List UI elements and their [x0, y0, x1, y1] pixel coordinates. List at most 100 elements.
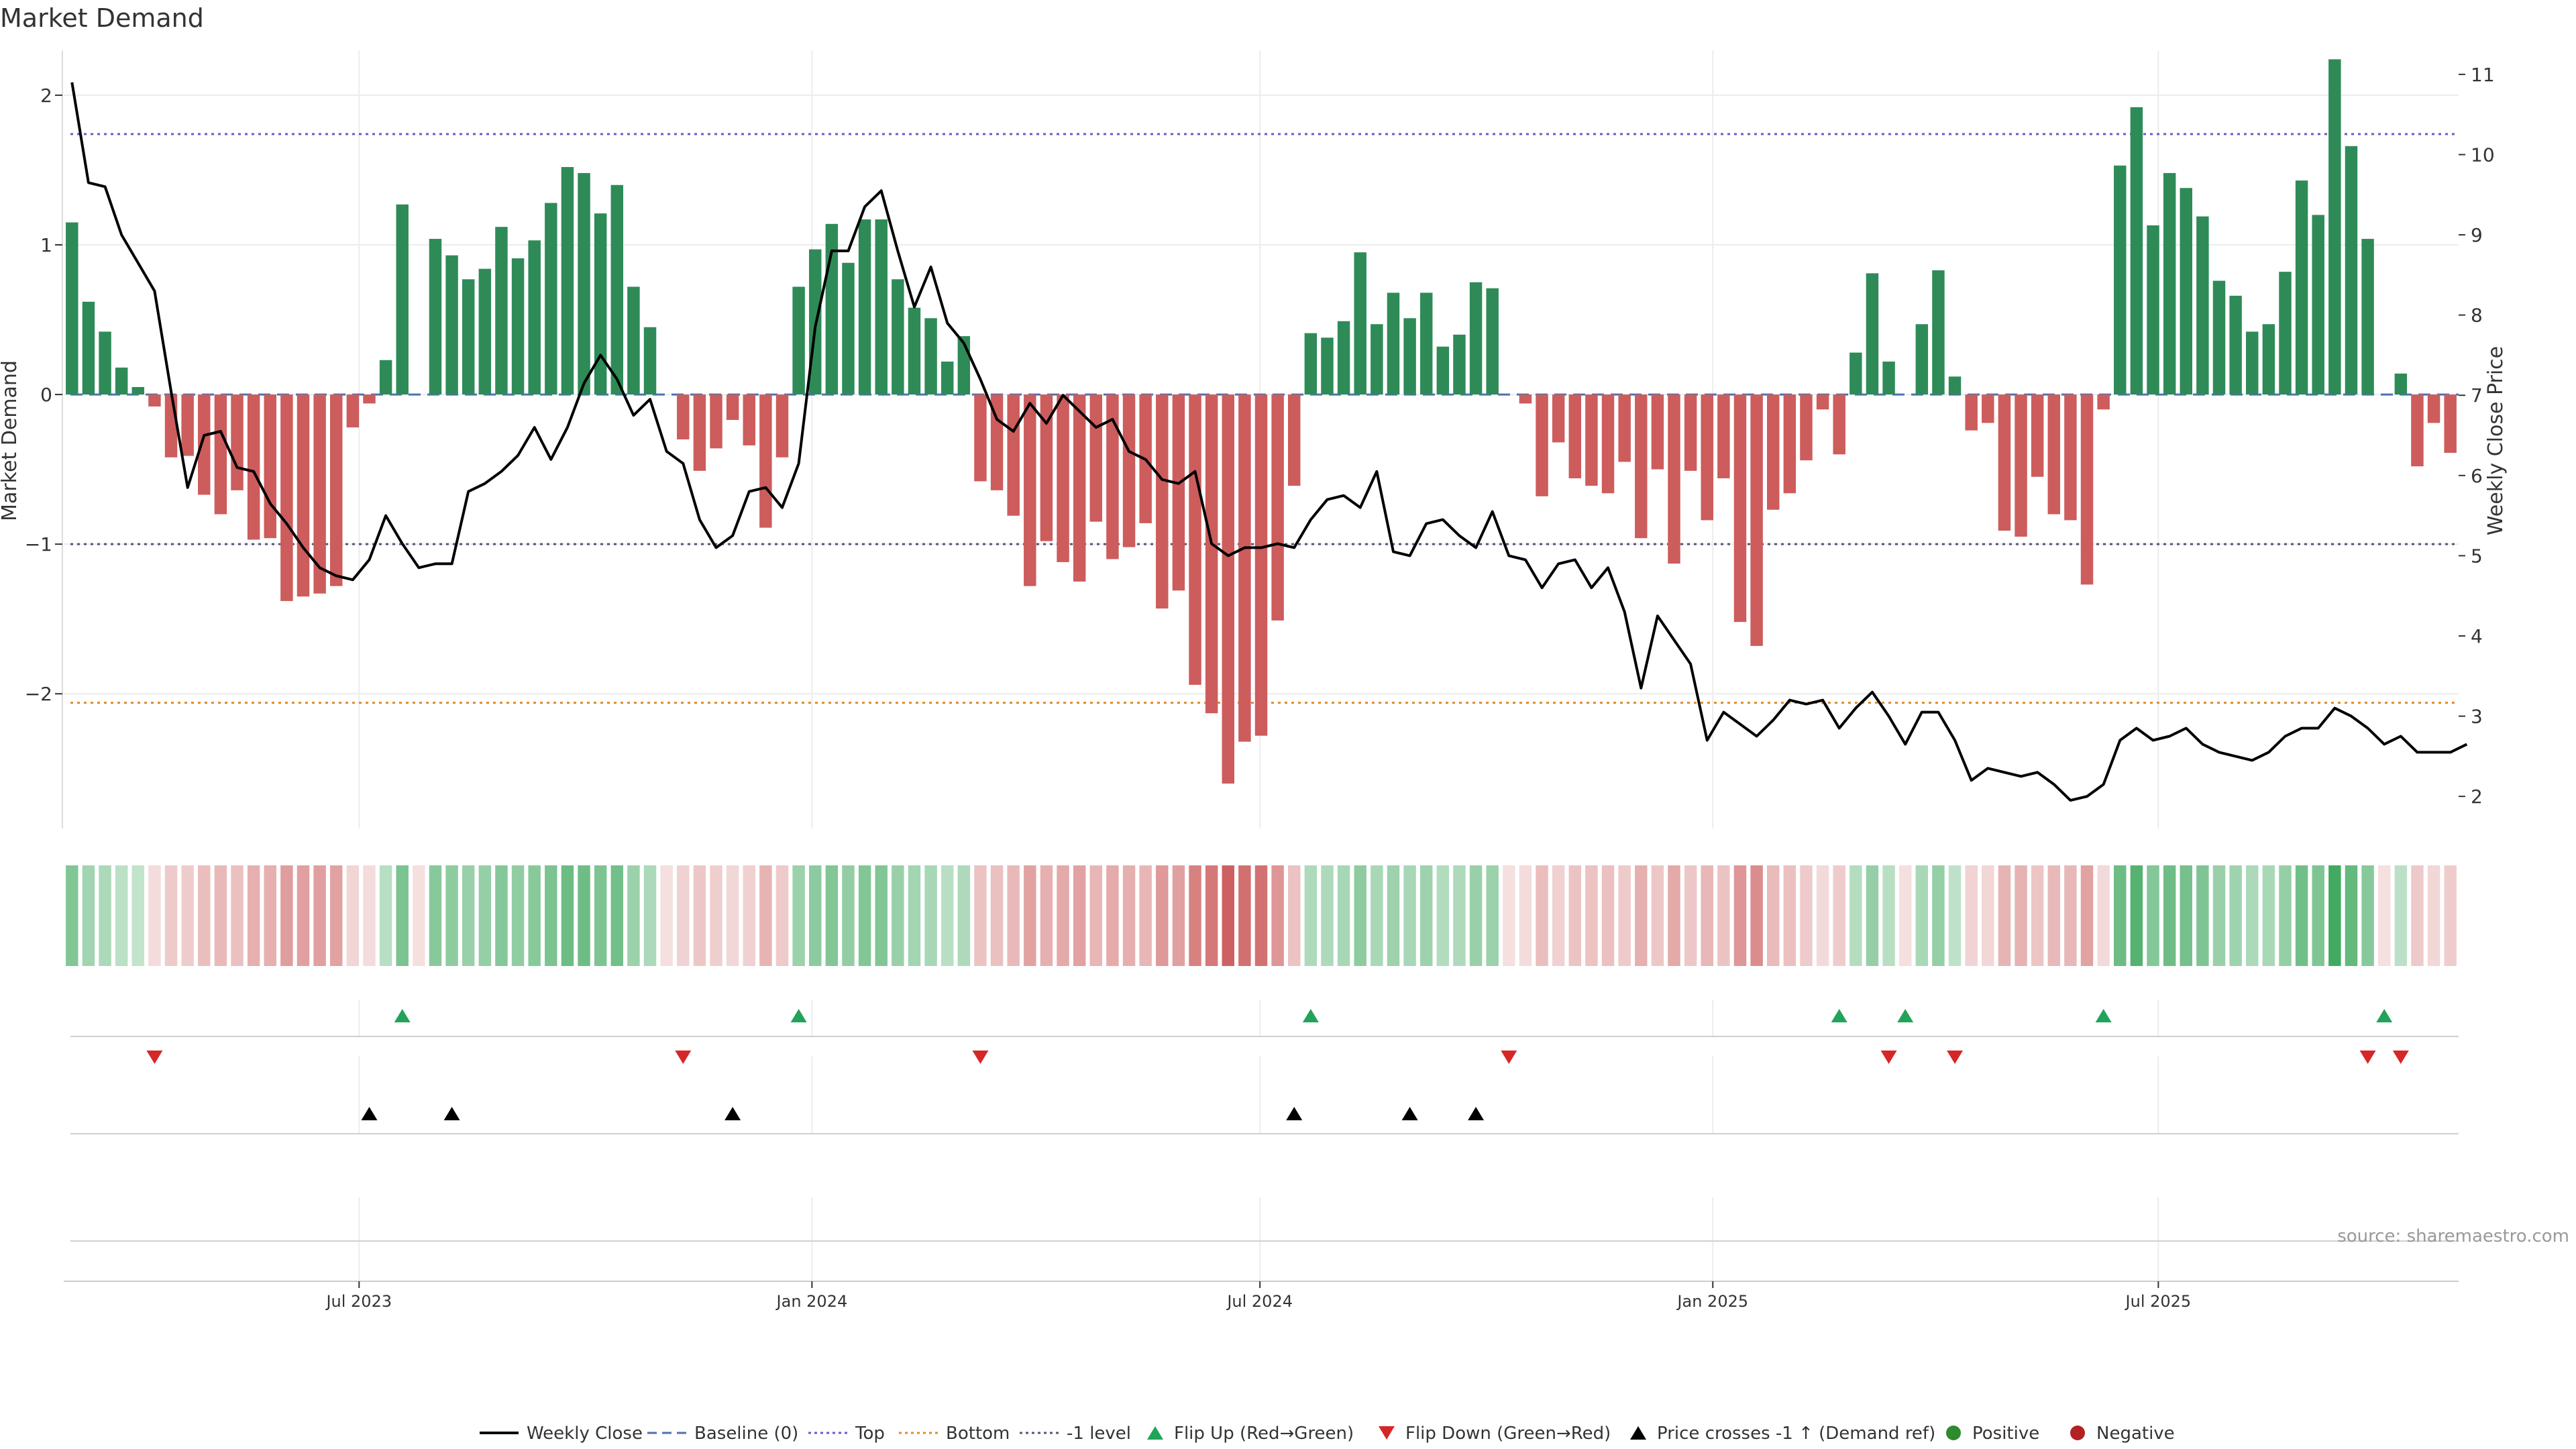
demand-bar: [908, 308, 920, 394]
demand-bar: [743, 394, 755, 445]
flip-down-marker: [1947, 1051, 1963, 1064]
heat-cell: [132, 865, 144, 966]
price-cross-marker: [724, 1107, 741, 1120]
demand-bar: [1090, 394, 1102, 522]
heat-cell: [2196, 865, 2208, 966]
heat-cell: [2131, 865, 2143, 966]
flip-down-marker: [2393, 1051, 2409, 1064]
price-cross-marker: [1468, 1107, 1484, 1120]
demand-bar: [1552, 394, 1564, 442]
heat-cell: [1222, 865, 1234, 966]
demand-bar: [1024, 394, 1036, 586]
chart-title: Market Demand: [0, 3, 204, 33]
heat-cell: [1784, 865, 1796, 966]
heat-cell: [611, 865, 623, 966]
demand-bar: [528, 240, 540, 394]
demand-bar: [1866, 273, 1878, 394]
demand-bar: [1123, 394, 1135, 547]
demand-bar: [2213, 281, 2225, 395]
heat-cell: [2411, 865, 2423, 966]
heat-cell: [1668, 865, 1680, 966]
y2-tick-label: 7: [2471, 384, 2483, 407]
demand-bar: [1701, 394, 1713, 520]
demand-bar: [2180, 188, 2192, 394]
heat-cell: [776, 865, 788, 966]
demand-bar: [2361, 239, 2373, 394]
demand-bar: [1073, 394, 1085, 582]
demand-bar: [1916, 324, 1928, 394]
heat-cell: [1238, 865, 1250, 966]
heat-cell: [1916, 865, 1928, 966]
heat-cell: [1949, 865, 1961, 966]
x-tick-label: Jul 2025: [2125, 1292, 2192, 1311]
heat-cell: [313, 865, 325, 966]
demand-bar: [1750, 394, 1762, 646]
demand-bar: [2444, 394, 2456, 453]
heat-cell: [2147, 865, 2159, 966]
heat-cell: [215, 865, 227, 966]
legend-item: Flip Up (Red→Green): [1174, 1424, 1354, 1444]
heat-cell: [1040, 865, 1053, 966]
demand-bar: [1305, 333, 1317, 394]
heat-cell: [545, 865, 557, 966]
demand-bar: [1882, 362, 1894, 394]
heat-cell: [1139, 865, 1151, 966]
x-tick-label: Jul 2023: [325, 1292, 392, 1311]
heat-cell: [809, 865, 821, 966]
demand-bar: [1998, 394, 2010, 531]
price-cross-marker: [361, 1107, 377, 1120]
heat-cell: [842, 865, 854, 966]
heat-cell: [1321, 865, 1333, 966]
demand-bar: [330, 394, 342, 586]
heat-cell: [1453, 865, 1465, 966]
x-axis: Jul 2023 Jan 2024 Jul 2024 Jan 2025 Jul 2025: [64, 1281, 2459, 1311]
demand-bar: [280, 394, 292, 601]
demand-bar: [1536, 394, 1548, 496]
demand-bar: [1569, 394, 1581, 478]
demand-bar: [1635, 394, 1647, 538]
heat-cell: [2229, 865, 2241, 966]
heat-cell: [363, 865, 375, 966]
heat-cell: [181, 865, 193, 966]
demand-bar: [347, 394, 359, 427]
x-tick-label: Jan 2025: [1676, 1292, 1748, 1311]
flip-down-marker: [2360, 1051, 2376, 1064]
heat-cell: [115, 865, 127, 966]
price-cross-marker: [1402, 1107, 1418, 1120]
heat-cell: [165, 865, 177, 966]
flip-up-marker: [1897, 1009, 1913, 1022]
heat-cell: [694, 865, 706, 966]
demand-bar: [1602, 394, 1614, 493]
heat-cell: [660, 865, 672, 966]
demand-bar: [2131, 107, 2143, 394]
heat-cell: [627, 865, 639, 966]
heat-cell: [198, 865, 210, 966]
demand-bar: [792, 286, 804, 394]
y-tick-label: −2: [25, 683, 52, 705]
heat-cell: [2015, 865, 2027, 966]
demand-bar: [396, 205, 408, 394]
heat-cell: [1503, 865, 1515, 966]
demand-bar: [1519, 394, 1532, 403]
heat-cell: [280, 865, 292, 966]
heat-cell: [462, 865, 474, 966]
heat-cell: [1420, 865, 1432, 966]
heat-cell: [1982, 865, 1994, 966]
demand-bar: [115, 368, 127, 394]
demand-bar: [644, 327, 656, 394]
demand-bar: [677, 394, 689, 439]
demand-bar: [859, 219, 871, 394]
weekly-close-line: [72, 83, 2467, 800]
demand-bar: [429, 239, 441, 394]
y2-tick-label: 4: [2471, 625, 2483, 647]
heat-cell: [1470, 865, 1482, 966]
demand-bar: [2312, 215, 2324, 394]
heat-cell: [1305, 865, 1317, 966]
demand-bar: [826, 224, 838, 394]
heat-cell: [2312, 865, 2324, 966]
heat-cell: [1371, 865, 1383, 966]
flip-up-marker: [1303, 1009, 1319, 1022]
heat-cell: [1833, 865, 1845, 966]
x-tick-label: Jul 2024: [1226, 1292, 1293, 1311]
